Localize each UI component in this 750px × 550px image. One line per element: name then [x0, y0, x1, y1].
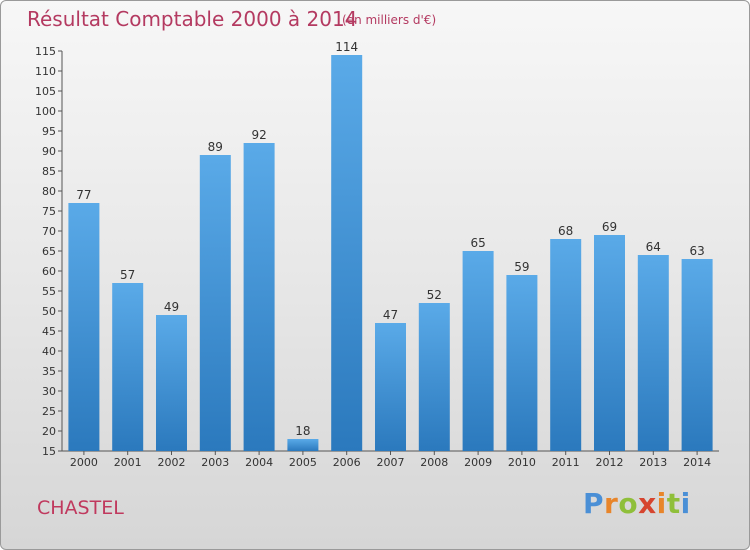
y-tick-label: 60: [42, 265, 56, 278]
y-tick-label: 55: [42, 285, 56, 298]
data-label-2003: 89: [208, 140, 223, 154]
bar-2009: [462, 251, 494, 451]
x-tick-label: 2006: [333, 456, 361, 469]
data-label-2011: 68: [558, 224, 573, 238]
y-tick-label: 80: [42, 185, 56, 198]
y-tick-label: 115: [35, 45, 56, 58]
data-label-2005: 18: [295, 424, 310, 438]
x-tick-label: 2004: [245, 456, 273, 469]
x-tick-label: 2000: [70, 456, 98, 469]
y-tick-label: 35: [42, 365, 56, 378]
y-tick-label: 105: [35, 85, 56, 98]
bar-2004: [243, 143, 275, 451]
bar-2003: [199, 155, 231, 451]
x-tick-label: 2002: [158, 456, 186, 469]
data-label-2000: 77: [76, 188, 91, 202]
bar-2008: [418, 303, 450, 451]
commune-name: CHASTEL: [37, 497, 124, 519]
x-tick-label: 2005: [289, 456, 317, 469]
y-tick-label: 90: [42, 145, 56, 158]
bar-2002: [156, 315, 187, 451]
y-tick-label: 20: [42, 425, 56, 438]
data-label-2009: 65: [470, 236, 485, 250]
y-tick-label: 70: [42, 225, 56, 238]
data-label-2007: 47: [383, 308, 398, 322]
x-tick-label: 2010: [508, 456, 536, 469]
bar-2005: [287, 439, 319, 451]
bar-2010: [506, 275, 538, 451]
data-label-2001: 57: [120, 268, 135, 282]
x-tick-label: 2008: [420, 456, 448, 469]
y-tick-label: 110: [35, 65, 56, 78]
y-tick-label: 75: [42, 205, 56, 218]
x-tick-label: 2003: [201, 456, 229, 469]
y-tick-label: 30: [42, 385, 56, 398]
data-label-2002: 49: [164, 300, 179, 314]
y-tick-label: 65: [42, 245, 56, 258]
data-label-2008: 52: [427, 288, 442, 302]
x-tick-label: 2011: [552, 456, 580, 469]
x-tick-label: 2014: [683, 456, 711, 469]
y-tick-label: 40: [42, 345, 56, 358]
x-tick-label: 2012: [596, 456, 624, 469]
y-tick-label: 45: [42, 325, 56, 338]
proxiti-logo[interactable]: Proxiti: [583, 487, 691, 520]
x-tick-label: 2007: [377, 456, 405, 469]
chart-subtitle: (en milliers d'€): [342, 13, 437, 27]
data-label-2014: 63: [689, 244, 704, 258]
y-tick-label: 100: [35, 105, 56, 118]
bar-2012: [594, 235, 625, 451]
data-label-2004: 92: [251, 128, 266, 142]
data-label-2010: 59: [514, 260, 529, 274]
bar-2000: [68, 203, 100, 451]
bar-2007: [375, 323, 406, 451]
data-label-2013: 64: [646, 240, 661, 254]
data-label-2012: 69: [602, 220, 617, 234]
bar-2011: [550, 239, 582, 451]
x-tick-label: 2013: [639, 456, 667, 469]
y-tick-label: 50: [42, 305, 56, 318]
x-tick-label: 2001: [114, 456, 142, 469]
y-tick-label: 85: [42, 165, 56, 178]
y-tick-label: 25: [42, 405, 56, 418]
bar-2013: [637, 255, 669, 451]
bar-2014: [681, 259, 713, 451]
bar-2006: [331, 55, 363, 451]
chart-title: Résultat Comptable 2000 à 2014: [27, 7, 358, 31]
x-tick-label: 2009: [464, 456, 492, 469]
bar-2001: [112, 283, 144, 451]
y-tick-label: 95: [42, 125, 56, 138]
data-label-2006: 114: [335, 40, 358, 54]
y-tick-label: 15: [42, 445, 56, 458]
